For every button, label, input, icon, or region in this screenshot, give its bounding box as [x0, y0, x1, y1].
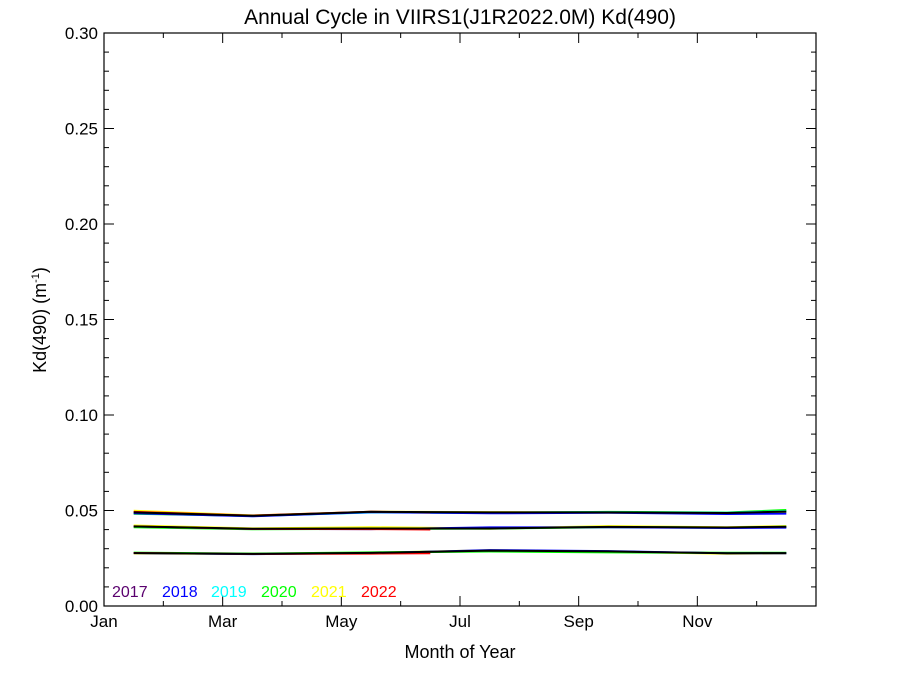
y-tick-label: 0.30 — [65, 24, 98, 43]
y-tick-label: 0.00 — [65, 597, 98, 616]
legend-entry: 2019 — [211, 584, 247, 601]
x-tick-label: Jan — [90, 612, 117, 631]
y-axis-label-main: Kd(490) (m — [30, 283, 50, 373]
plot-frame — [103, 32, 817, 607]
y-tick-label: 0.15 — [65, 311, 98, 330]
x-tick-label: May — [325, 612, 358, 631]
legend-entry: 2022 — [361, 584, 397, 601]
legend-entry: 2021 — [311, 584, 347, 601]
y-tick-label: 0.05 — [65, 502, 98, 521]
x-axis-label: Month of Year — [404, 642, 515, 662]
series-line — [133, 510, 787, 517]
y-tick-label: 0.20 — [65, 215, 98, 234]
x-tick-label: Nov — [682, 612, 713, 631]
series-line — [133, 549, 787, 555]
legend-entry: 2020 — [261, 584, 297, 601]
y-axis-label: Kd(490) (m-1) — [30, 267, 50, 373]
x-tick-label: Jul — [449, 612, 471, 631]
y-axis: 0.00 0.05 0.10 0.15 0.20 0.25 0.30 — [65, 24, 816, 616]
series-line — [133, 525, 787, 530]
x-tick-label: Sep — [564, 612, 594, 631]
x-axis: Jan Mar May Jul Sep Nov — [90, 33, 817, 631]
legend-entry: 2017 — [112, 584, 148, 601]
y-axis-label-sup: -1 — [30, 273, 42, 283]
y-tick-label: 0.10 — [65, 406, 98, 425]
legend: 2017 2018 2019 2020 2021 2022 — [112, 584, 397, 601]
chart-title: Annual Cycle in VIIRS1(J1R2022.0M) Kd(49… — [244, 6, 676, 29]
y-axis-label-close: ) — [30, 267, 50, 273]
x-tick-label: Mar — [208, 612, 238, 631]
plot-lines — [133, 509, 787, 556]
legend-entry: 2018 — [162, 584, 198, 601]
y-tick-label: 0.25 — [65, 120, 98, 139]
